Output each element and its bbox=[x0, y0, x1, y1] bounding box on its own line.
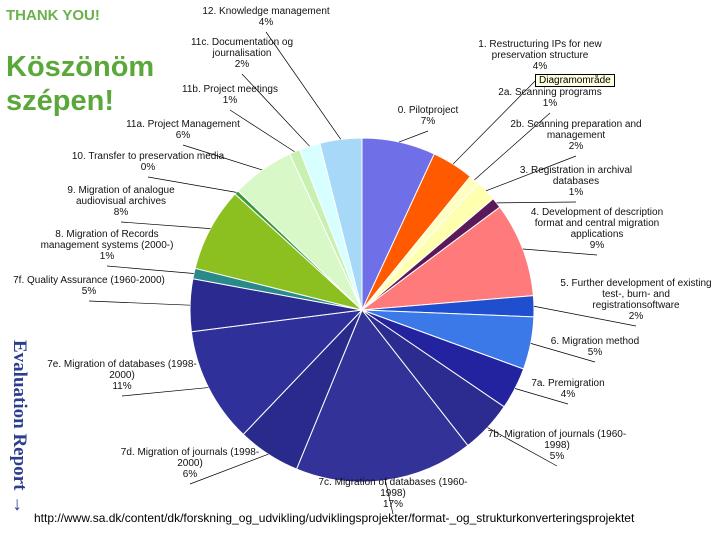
pie-slice bbox=[190, 309, 364, 436]
slice-label: 7b. Migration of journals (1960-1998) 5% bbox=[488, 429, 626, 462]
leader-line bbox=[147, 176, 237, 193]
slice-label: 8. Migration of Records management system… bbox=[41, 229, 174, 262]
slice-label: 3. Registration in archival databases 1% bbox=[520, 165, 632, 198]
leader-line bbox=[385, 480, 394, 515]
slice-label: 11c. Documentation og journalisation 2% bbox=[191, 37, 293, 70]
slice-label: 4. Development of description format and … bbox=[531, 207, 663, 251]
leader-line bbox=[485, 155, 577, 192]
evaluation-report-text: Evaluation Report bbox=[9, 340, 30, 491]
leader-line bbox=[189, 453, 269, 485]
koszonom-line-2: szépen! bbox=[6, 85, 114, 117]
slice-label: 11a. Project Management 6% bbox=[126, 119, 240, 141]
slice-label: 1. Restructuring IPs for new preservation… bbox=[478, 39, 602, 72]
koszonom-heading: Köszönöm szépen! bbox=[6, 50, 154, 118]
leader-line bbox=[241, 73, 310, 147]
slice-label: 7e. Migration of databases (1998-2000) 11… bbox=[47, 359, 197, 392]
leader-line bbox=[120, 221, 211, 230]
slice-label: 5. Further development of existing test-,… bbox=[560, 278, 711, 322]
slice-label: 7d. Migration of journals (1998-2000) 6% bbox=[121, 447, 259, 480]
evaluation-report-link[interactable]: Evaluation Report → bbox=[0, 340, 30, 530]
leader-line bbox=[530, 343, 596, 363]
pie-slice bbox=[295, 309, 469, 483]
slice-label: 7f. Quality Assurance (1960-2000) 5% bbox=[13, 275, 165, 297]
leader-line bbox=[88, 300, 191, 306]
arrow-right-icon: → bbox=[9, 495, 30, 515]
leader-line bbox=[514, 388, 569, 405]
pie-slice bbox=[360, 206, 534, 311]
leader-line bbox=[398, 130, 429, 143]
chart-area-tooltip: Diagramområde bbox=[535, 74, 615, 87]
leader-line bbox=[106, 265, 194, 274]
slice-label: 6. Migration method 5% bbox=[551, 336, 639, 358]
slice-label: 9. Migration of analogue audiovisual arch… bbox=[67, 185, 175, 218]
slice-label: 0. Pilotproject 7% bbox=[398, 105, 459, 127]
leader-line bbox=[265, 31, 342, 140]
thank-you-heading: THANK YOU! bbox=[6, 7, 100, 24]
leader-line bbox=[533, 305, 637, 327]
pie-slice bbox=[319, 137, 363, 311]
leader-line bbox=[522, 248, 598, 256]
slice-label: 11b. Project meetings 1% bbox=[182, 84, 278, 106]
koszonom-line-1: Köszönöm bbox=[6, 51, 155, 83]
leader-line bbox=[229, 109, 295, 153]
leader-line bbox=[182, 144, 263, 171]
leader-line bbox=[487, 427, 558, 467]
slice-label: 10. Transfer to preservation media 0% bbox=[72, 151, 225, 173]
footer-url[interactable]: http://www.sa.dk/content/dk/forskning_og… bbox=[34, 511, 635, 525]
leader-line bbox=[452, 75, 541, 165]
slice-label: 2b. Scanning preparation and management 2% bbox=[510, 119, 641, 152]
leader-line bbox=[474, 112, 551, 181]
slice-label: 2a. Scanning programs 1% bbox=[498, 87, 601, 109]
slice-label: 12. Knowledge management 4% bbox=[202, 6, 330, 28]
slice-label: 7a. Premigration 4% bbox=[531, 378, 604, 400]
leader-line bbox=[496, 201, 577, 204]
slice-label: 7c. Migration of databases (1960-1998) 17… bbox=[319, 477, 468, 510]
leader-line bbox=[121, 387, 209, 397]
